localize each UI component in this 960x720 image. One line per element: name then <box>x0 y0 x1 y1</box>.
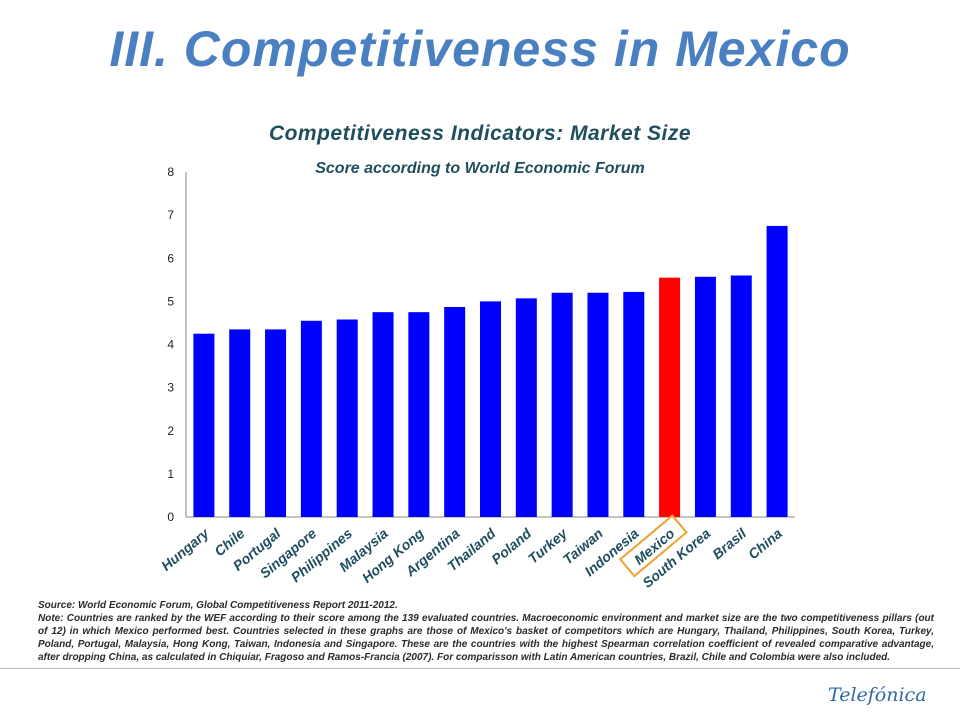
bar <box>229 329 251 517</box>
bar <box>480 301 501 517</box>
y-tick-label: 8 <box>167 165 174 179</box>
bar <box>336 319 358 517</box>
y-tick-label: 2 <box>167 424 174 438</box>
chart-subtitle: Score according to World Economic Forum <box>315 160 645 177</box>
y-tick-label: 0 <box>167 510 174 524</box>
bar <box>300 320 322 517</box>
note-text: Note: Countries are ranked by the WEF ac… <box>38 613 934 664</box>
x-tick-label: Hungary <box>158 524 213 574</box>
x-tick-label: Poland <box>488 525 534 568</box>
y-tick-label: 4 <box>167 338 174 352</box>
source-text: Source: World Economic Forum, Global Com… <box>38 600 398 611</box>
y-tick-label: 3 <box>167 381 174 395</box>
bar <box>730 275 752 517</box>
y-tick-label: 6 <box>167 251 174 265</box>
slide-title: III. Competitiveness in Mexico <box>109 21 851 77</box>
telefonica-logo: Telefónica <box>828 684 927 706</box>
bar <box>444 306 466 517</box>
bar <box>587 292 609 517</box>
x-tick-label: China <box>745 525 785 562</box>
bar <box>515 298 537 517</box>
bar <box>694 276 716 517</box>
bar <box>265 329 287 517</box>
bar <box>408 312 430 517</box>
source-block: Source: World Economic Forum, Global Com… <box>38 599 934 664</box>
y-tick-label: 1 <box>167 467 174 481</box>
bar <box>551 292 573 517</box>
bar <box>372 312 394 517</box>
bar <box>659 277 681 517</box>
bar <box>766 225 788 517</box>
bar <box>623 291 645 517</box>
chart-title: Competitiveness Indicators: Market Size <box>268 122 692 145</box>
highlight-box <box>618 514 688 578</box>
bar <box>193 333 215 517</box>
footer-divider <box>0 668 960 669</box>
y-tick-label: 7 <box>167 208 174 222</box>
y-tick-label: 5 <box>167 294 174 308</box>
x-tick-label: Brasil <box>709 524 750 562</box>
